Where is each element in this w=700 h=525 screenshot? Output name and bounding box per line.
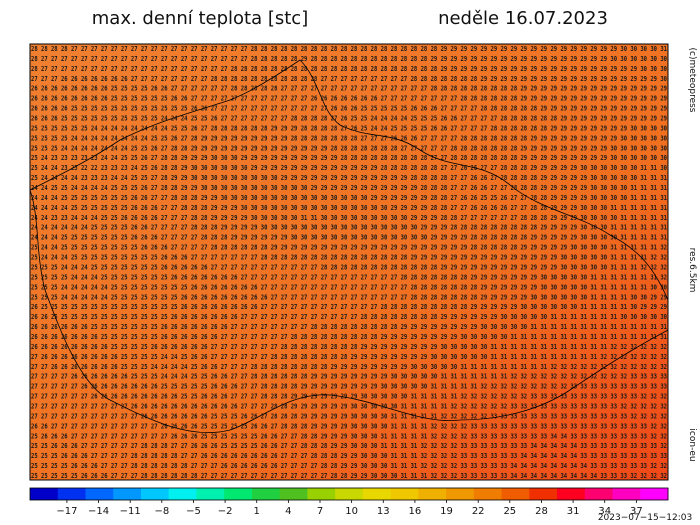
colorbar-tick-label: 25 [503, 506, 516, 517]
grid-row: 27 26 26 26 26 26 26 26 26 25 25 25 25 2… [31, 353, 667, 361]
grid-row: 25 25 26 26 26 27 27 27 27 27 27 28 28 2… [31, 442, 667, 450]
map-background [29, 43, 669, 481]
grid-row: 25 25 25 24 24 24 24 24 25 25 25 25 25 2… [31, 293, 667, 301]
grid-row: 28 28 28 28 27 27 27 27 27 27 27 27 27 2… [31, 45, 667, 53]
colorbar-tick-label: −17 [56, 506, 77, 517]
colorbar-segment [529, 488, 558, 500]
colorbar: −17 −14 −11 −8 −5 −2 1 4 7 10 13 16 19 22 25 28 31 34 37 [29, 487, 669, 517]
colorbar-tick-label: 13 [377, 506, 390, 517]
grid-row: 27 27 27 27 27 26 26 26 26 26 26 26 26 2… [31, 383, 667, 391]
resolution: res.6.5km [687, 248, 697, 293]
grid-row: 24 24 24 25 25 25 25 25 25 25 26 26 27 2… [31, 194, 667, 202]
grid-row: 28 27 27 27 27 27 27 27 27 27 27 27 27 2… [31, 65, 667, 73]
colorbar-segment [557, 488, 586, 500]
colorbar-segment [85, 488, 114, 500]
grid-row: 24 24 24 24 24 24 25 25 25 25 26 26 27 2… [31, 224, 667, 232]
grid-row: 25 24 24 25 25 25 25 25 25 25 25 26 26 2… [31, 244, 667, 252]
colorbar-tick-label: −5 [186, 506, 201, 517]
date: neděle 16.07.2023 [438, 8, 608, 29]
colorbar-segment [224, 488, 253, 500]
grid-row: 26 26 25 25 25 25 25 25 25 25 25 25 25 2… [31, 313, 667, 321]
colorbar-tick-label: 7 [317, 506, 323, 517]
grid-row: 26 26 26 26 26 26 26 26 25 25 25 25 25 2… [31, 95, 667, 103]
grid-row: 25 24 24 24 24 23 23 23 24 24 25 25 27 2… [31, 174, 667, 182]
grid-row: 26 26 26 25 25 25 25 25 25 25 25 25 25 2… [31, 115, 667, 123]
colorbar-tick-label: 10 [345, 506, 358, 517]
colorbar-segment [168, 488, 197, 500]
colorbar-tick-label: 19 [440, 506, 453, 517]
timestamp: 2023−07−15−12:03 [598, 513, 692, 523]
grid-row: 25 24 24 23 23 22 22 23 23 23 24 25 26 2… [31, 164, 667, 172]
colorbar-segment [196, 488, 225, 500]
colorbar-tick-label: 4 [285, 506, 291, 517]
colorbar-segment [279, 488, 308, 500]
colorbar-tick-label: 31 [567, 506, 580, 517]
colorbar-segment [30, 488, 59, 500]
colorbar-tick-label: −14 [88, 506, 109, 517]
grid-row: 24 24 23 23 24 24 24 25 25 26 26 26 26 2… [31, 214, 667, 222]
colorbar-segment [418, 488, 447, 500]
grid-row: 26 26 27 27 27 27 27 27 27 27 27 27 27 2… [31, 422, 667, 430]
colorbar-tick-label: 37 [630, 506, 643, 517]
colorbar-tick-label: 22 [472, 506, 485, 517]
grid-row: 27 27 27 27 27 27 27 27 27 27 26 26 26 2… [31, 402, 667, 410]
grid-row: 25 25 25 25 25 25 24 24 24 24 24 24 24 2… [31, 124, 667, 132]
grid-row: 25 25 25 25 26 26 26 27 27 27 28 28 28 2… [31, 462, 667, 470]
colorbar-segment [446, 488, 475, 500]
colorbar-tick-label: 16 [409, 506, 422, 517]
grid-row: 24 24 24 25 25 25 25 25 25 25 26 26 26 2… [31, 234, 667, 242]
colorbar-tick-label: 28 [535, 506, 548, 517]
colorbar-segment [640, 488, 669, 500]
grid-row: 28 27 27 27 27 27 27 27 27 27 27 27 27 2… [31, 55, 667, 63]
colorbar-segment [473, 488, 503, 500]
grid-row: 25 25 25 24 24 24 24 24 25 25 25 25 25 2… [31, 283, 667, 291]
border-contour [29, 59, 669, 434]
grid-row: 27 27 27 26 26 26 26 26 26 26 27 27 27 2… [31, 75, 667, 83]
grid-row: 27 27 26 26 26 26 26 26 26 25 25 25 24 2… [31, 363, 667, 371]
colorbar-segment [584, 488, 614, 500]
grid-row: 25 25 25 25 24 24 24 25 25 25 25 25 25 2… [31, 273, 667, 281]
value-grid: 28 28 28 28 27 27 27 27 27 27 27 27 27 2… [31, 45, 667, 480]
colorbar-segment [362, 488, 392, 500]
grid-row: 26 26 26 26 26 26 26 25 25 25 25 25 25 2… [31, 333, 667, 341]
colorbar-segment [140, 488, 170, 500]
title: max. denní teplota [stc] [92, 8, 308, 29]
grid-row: 26 26 26 26 26 26 25 25 25 25 25 25 25 2… [31, 323, 667, 331]
colorbar-tick-label: −2 [218, 506, 233, 517]
grid-row: 26 26 26 26 26 26 26 26 25 25 25 25 26 2… [31, 343, 667, 351]
model: icon-eu [687, 428, 697, 461]
colorbar-segment [501, 488, 530, 500]
grid-row: 25 25 25 25 24 24 24 24 24 24 24 24 25 2… [31, 134, 667, 142]
grid-row: 25 25 25 26 26 26 27 27 27 27 28 28 28 2… [31, 452, 667, 460]
grid-row: 27 27 27 27 26 26 26 26 26 26 25 25 25 2… [31, 373, 667, 381]
colorbar-tick-label: −11 [120, 506, 141, 517]
grid-row: 25 24 23 23 23 23 23 24 24 25 25 26 27 2… [31, 154, 667, 162]
grid-row: 25 25 25 24 24 24 25 25 25 25 25 25 25 2… [31, 263, 667, 271]
grid-row: 26 26 26 26 26 26 26 26 25 25 25 25 26 2… [31, 85, 667, 93]
colorbar-frame [29, 487, 669, 501]
colorbar-tick-label: 1 [254, 506, 260, 517]
grid-row: 27 27 27 27 27 27 27 27 27 27 27 26 26 2… [31, 412, 667, 420]
grid-row: 25 26 26 26 27 27 27 27 27 27 27 27 27 2… [31, 432, 667, 440]
colorbar-segment [113, 488, 142, 500]
grid-row: 26 25 25 25 25 25 25 25 25 25 25 25 25 2… [31, 303, 667, 311]
grid-row: 25 24 24 24 25 25 25 25 25 25 25 25 25 2… [31, 254, 667, 262]
grid-row: 26 26 26 26 25 25 25 25 25 25 25 25 25 2… [31, 105, 667, 113]
colorbar-segment [390, 488, 419, 500]
colorbar-segment [612, 488, 641, 500]
colorbar-segment [335, 488, 364, 500]
grid-row: 25 25 25 24 24 24 24 24 24 24 25 25 26 2… [31, 144, 667, 152]
colorbar-segment [251, 488, 281, 500]
copyright: (c)meteopress [687, 48, 697, 113]
grid-row: 25 25 25 25 25 26 26 26 27 27 27 28 28 2… [31, 472, 667, 480]
colorbar-tick-label: −8 [154, 506, 169, 517]
colorbar-segment [57, 488, 86, 500]
grid-row: 24 24 25 25 24 24 24 24 25 25 25 26 27 2… [31, 184, 667, 192]
grid-row: 24 24 24 24 25 25 25 25 25 25 26 26 26 2… [31, 204, 667, 212]
grid-row: 27 27 27 27 27 27 26 26 26 26 26 26 26 2… [31, 393, 667, 401]
colorbar-segment [307, 488, 336, 500]
colorbar-tick-label: 34 [598, 506, 611, 517]
